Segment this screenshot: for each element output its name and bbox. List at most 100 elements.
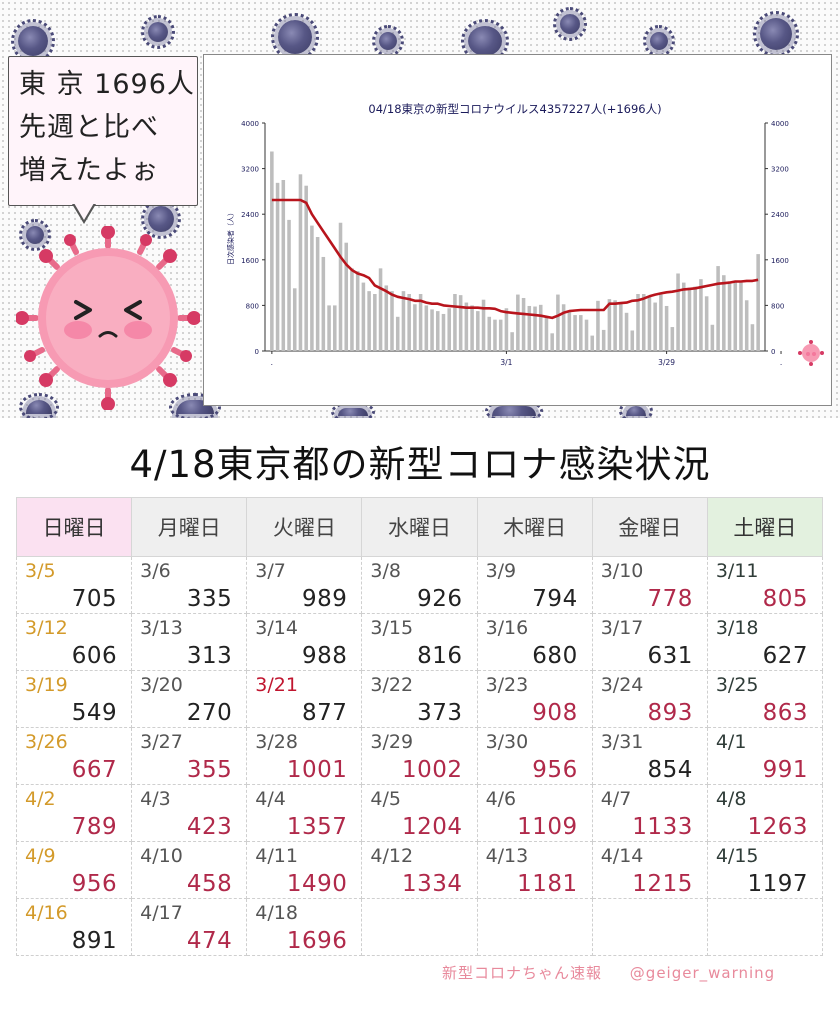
header-sunday: 日曜日 — [15, 497, 133, 557]
cell-date: 4/18 — [255, 902, 298, 924]
chart-bar — [579, 315, 583, 351]
chart-bar — [681, 282, 686, 351]
table-cell: 3/19 549 — [15, 670, 133, 728]
chart-bar — [619, 301, 623, 351]
chart-bar — [384, 285, 389, 351]
cell-date: 3/17 — [600, 617, 644, 639]
chart-bar — [538, 304, 543, 351]
y-tick-label-left: 800 — [246, 302, 259, 310]
table-cell: 4/4 1357 — [246, 784, 363, 842]
x-tick-label: . — [780, 358, 782, 367]
table-cell: 4/13 1181 — [476, 841, 593, 899]
table-cell: 3/27 355 — [131, 727, 248, 785]
cell-date: 3/10 — [600, 560, 644, 582]
chart-bar — [641, 294, 646, 351]
cell-date: 4/17 — [140, 902, 183, 924]
table-cell: 4/12 1334 — [361, 841, 478, 899]
cell-date: 4/12 — [370, 845, 414, 867]
table-cell: 3/6 335 — [131, 556, 248, 614]
cell-date: 3/30 — [485, 731, 529, 753]
chart-bar — [664, 305, 669, 351]
virus-decoration-icon — [643, 25, 675, 57]
table-cell: 3/17 631 — [591, 613, 708, 671]
chart-bar — [727, 283, 732, 351]
virus-decoration-icon — [619, 399, 653, 423]
cell-value: 891 — [71, 928, 118, 954]
cell-date: 3/18 — [715, 617, 759, 639]
chart-bar — [275, 182, 280, 351]
cell-value: 423 — [186, 814, 233, 840]
cell-date: 3/7 — [255, 560, 286, 582]
cell-date: 3/6 — [140, 560, 171, 582]
table-row: 4/2 789 4/3 423 4/4 1357 4/5 1204 4/6 1109 4/7 1133… — [15, 784, 824, 842]
cell-value: 373 — [417, 700, 463, 726]
weekly-table: 日曜日 月曜日 火曜日 水曜日 木曜日 金曜日 土曜日 3/5 705 3/6 335… — [15, 497, 824, 956]
chart-bar — [687, 287, 692, 351]
y-tick-label-right: 800 — [771, 302, 784, 310]
chart-bar — [287, 219, 291, 351]
cell-date: 4/1 — [715, 731, 747, 753]
cell-value: 1181 — [517, 871, 578, 897]
y-tick-label-left: 0 — [255, 348, 259, 356]
cell-date: 3/11 — [715, 560, 759, 582]
cell-value: 805 — [762, 586, 808, 612]
cell-value: 606 — [71, 643, 118, 669]
chart-bar — [527, 305, 532, 351]
chart-bar — [270, 151, 274, 351]
cell-value: 1263 — [747, 814, 808, 840]
table-cell: 4/15 1197 — [706, 841, 824, 899]
chart-bar — [573, 315, 577, 351]
table-cell: 3/25 863 — [706, 670, 824, 728]
chart-bar — [453, 294, 457, 351]
cell-value: 1696 — [286, 928, 348, 954]
virus-decoration-icon — [19, 219, 51, 251]
cell-date: 4/8 — [715, 788, 747, 810]
cell-date: 3/27 — [140, 731, 183, 753]
chart-bar — [596, 300, 600, 351]
table-cell: 4/10 458 — [131, 841, 248, 899]
chart-bar — [544, 316, 549, 351]
chart-bar — [567, 312, 572, 351]
chart-bar — [373, 294, 377, 351]
cell-date: 3/19 — [25, 674, 68, 696]
chart-bar — [481, 299, 486, 351]
table-row: 4/9 956 4/10 458 4/11 1490 4/12 1334 4/13 1181 4/1… — [15, 841, 824, 899]
y-tick-label-right: 2400 — [771, 211, 789, 219]
chart-bar — [344, 242, 349, 351]
chart-bar — [716, 266, 720, 351]
cell-date: 3/25 — [715, 674, 759, 696]
cell-value: 1109 — [517, 814, 578, 840]
virus-decoration-icon — [485, 399, 543, 423]
y-tick-label-left: 4000 — [241, 120, 259, 128]
chart-bar — [561, 304, 566, 351]
chart-bar — [470, 305, 474, 351]
table-cell: 3/20 270 — [131, 670, 248, 728]
table-cell: 3/26 667 — [15, 727, 133, 785]
cell-value: 1002 — [402, 757, 463, 783]
chart-bar — [355, 271, 360, 351]
table-cell: 3/30 956 — [476, 727, 593, 785]
header-monday: 月曜日 — [131, 497, 248, 557]
cell-date: 3/5 — [25, 560, 56, 582]
cell-date: 3/16 — [485, 617, 529, 639]
table-cell: 3/22 373 — [361, 670, 478, 728]
cell-value: 789 — [71, 814, 118, 840]
cell-date: 3/29 — [370, 731, 414, 753]
cell-value: 1490 — [286, 871, 348, 897]
chart-bar — [516, 294, 520, 351]
cell-value: 778 — [647, 586, 693, 612]
table-cell: 4/6 1109 — [476, 784, 593, 842]
cell-value: 335 — [186, 586, 233, 612]
virus-decoration-icon — [461, 19, 509, 63]
cell-date: 3/28 — [255, 731, 298, 753]
cell-value: 705 — [71, 586, 118, 612]
cell-value: 1197 — [747, 871, 808, 897]
cell-date: 3/24 — [600, 674, 644, 696]
chart-bar — [333, 305, 337, 351]
cell-value: 549 — [71, 700, 118, 726]
table-row: 3/26 667 3/27 355 3/28 1001 3/29 1002 3/30 956 3/3… — [15, 727, 824, 785]
chart-bar — [298, 174, 303, 351]
chart-bar — [624, 312, 629, 351]
y-tick-label-right: 0 — [771, 348, 775, 356]
table-cell: 4/14 1215 — [591, 841, 708, 899]
